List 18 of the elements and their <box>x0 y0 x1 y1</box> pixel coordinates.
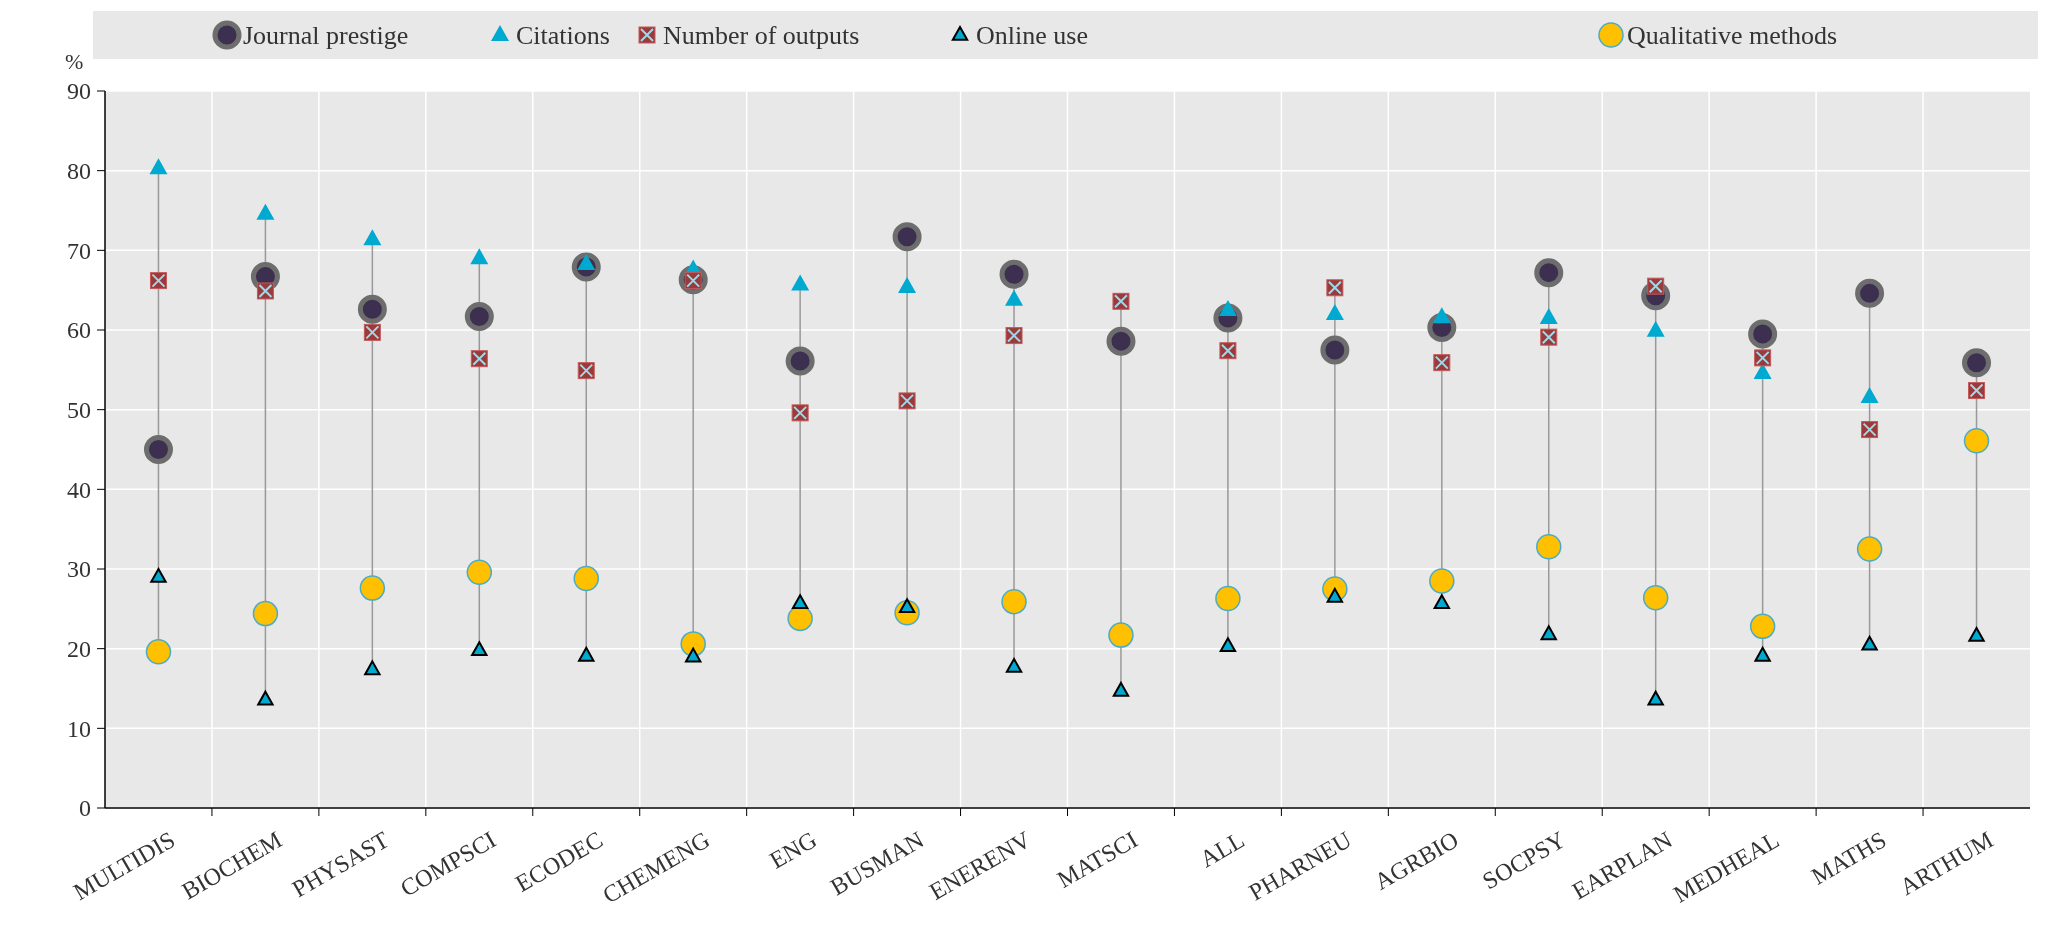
y-tick-label: 60 <box>67 317 91 344</box>
legend-label: Number of outputs <box>663 21 860 51</box>
y-tick-label: 20 <box>67 636 91 663</box>
legend-label: Citations <box>516 21 610 51</box>
legend-label: Journal prestige <box>243 21 409 51</box>
y-tick-label: 10 <box>67 715 91 742</box>
y-axis-title: % <box>65 49 84 74</box>
x-tick-label: ALL <box>1195 826 1249 873</box>
x-tick-label: ENG <box>765 826 822 874</box>
y-tick-label: 70 <box>67 237 91 264</box>
y-tick-label: 90 <box>67 78 91 105</box>
y-tick-label: 40 <box>67 476 91 503</box>
y-tick-label: 80 <box>67 158 91 185</box>
y-tick-label: 30 <box>67 556 91 583</box>
y-tick-label: 0 <box>79 795 91 822</box>
legend-label: Qualitative methods <box>1627 21 1838 51</box>
y-tick-label: 50 <box>67 397 91 424</box>
legend-label: Online use <box>976 21 1088 51</box>
